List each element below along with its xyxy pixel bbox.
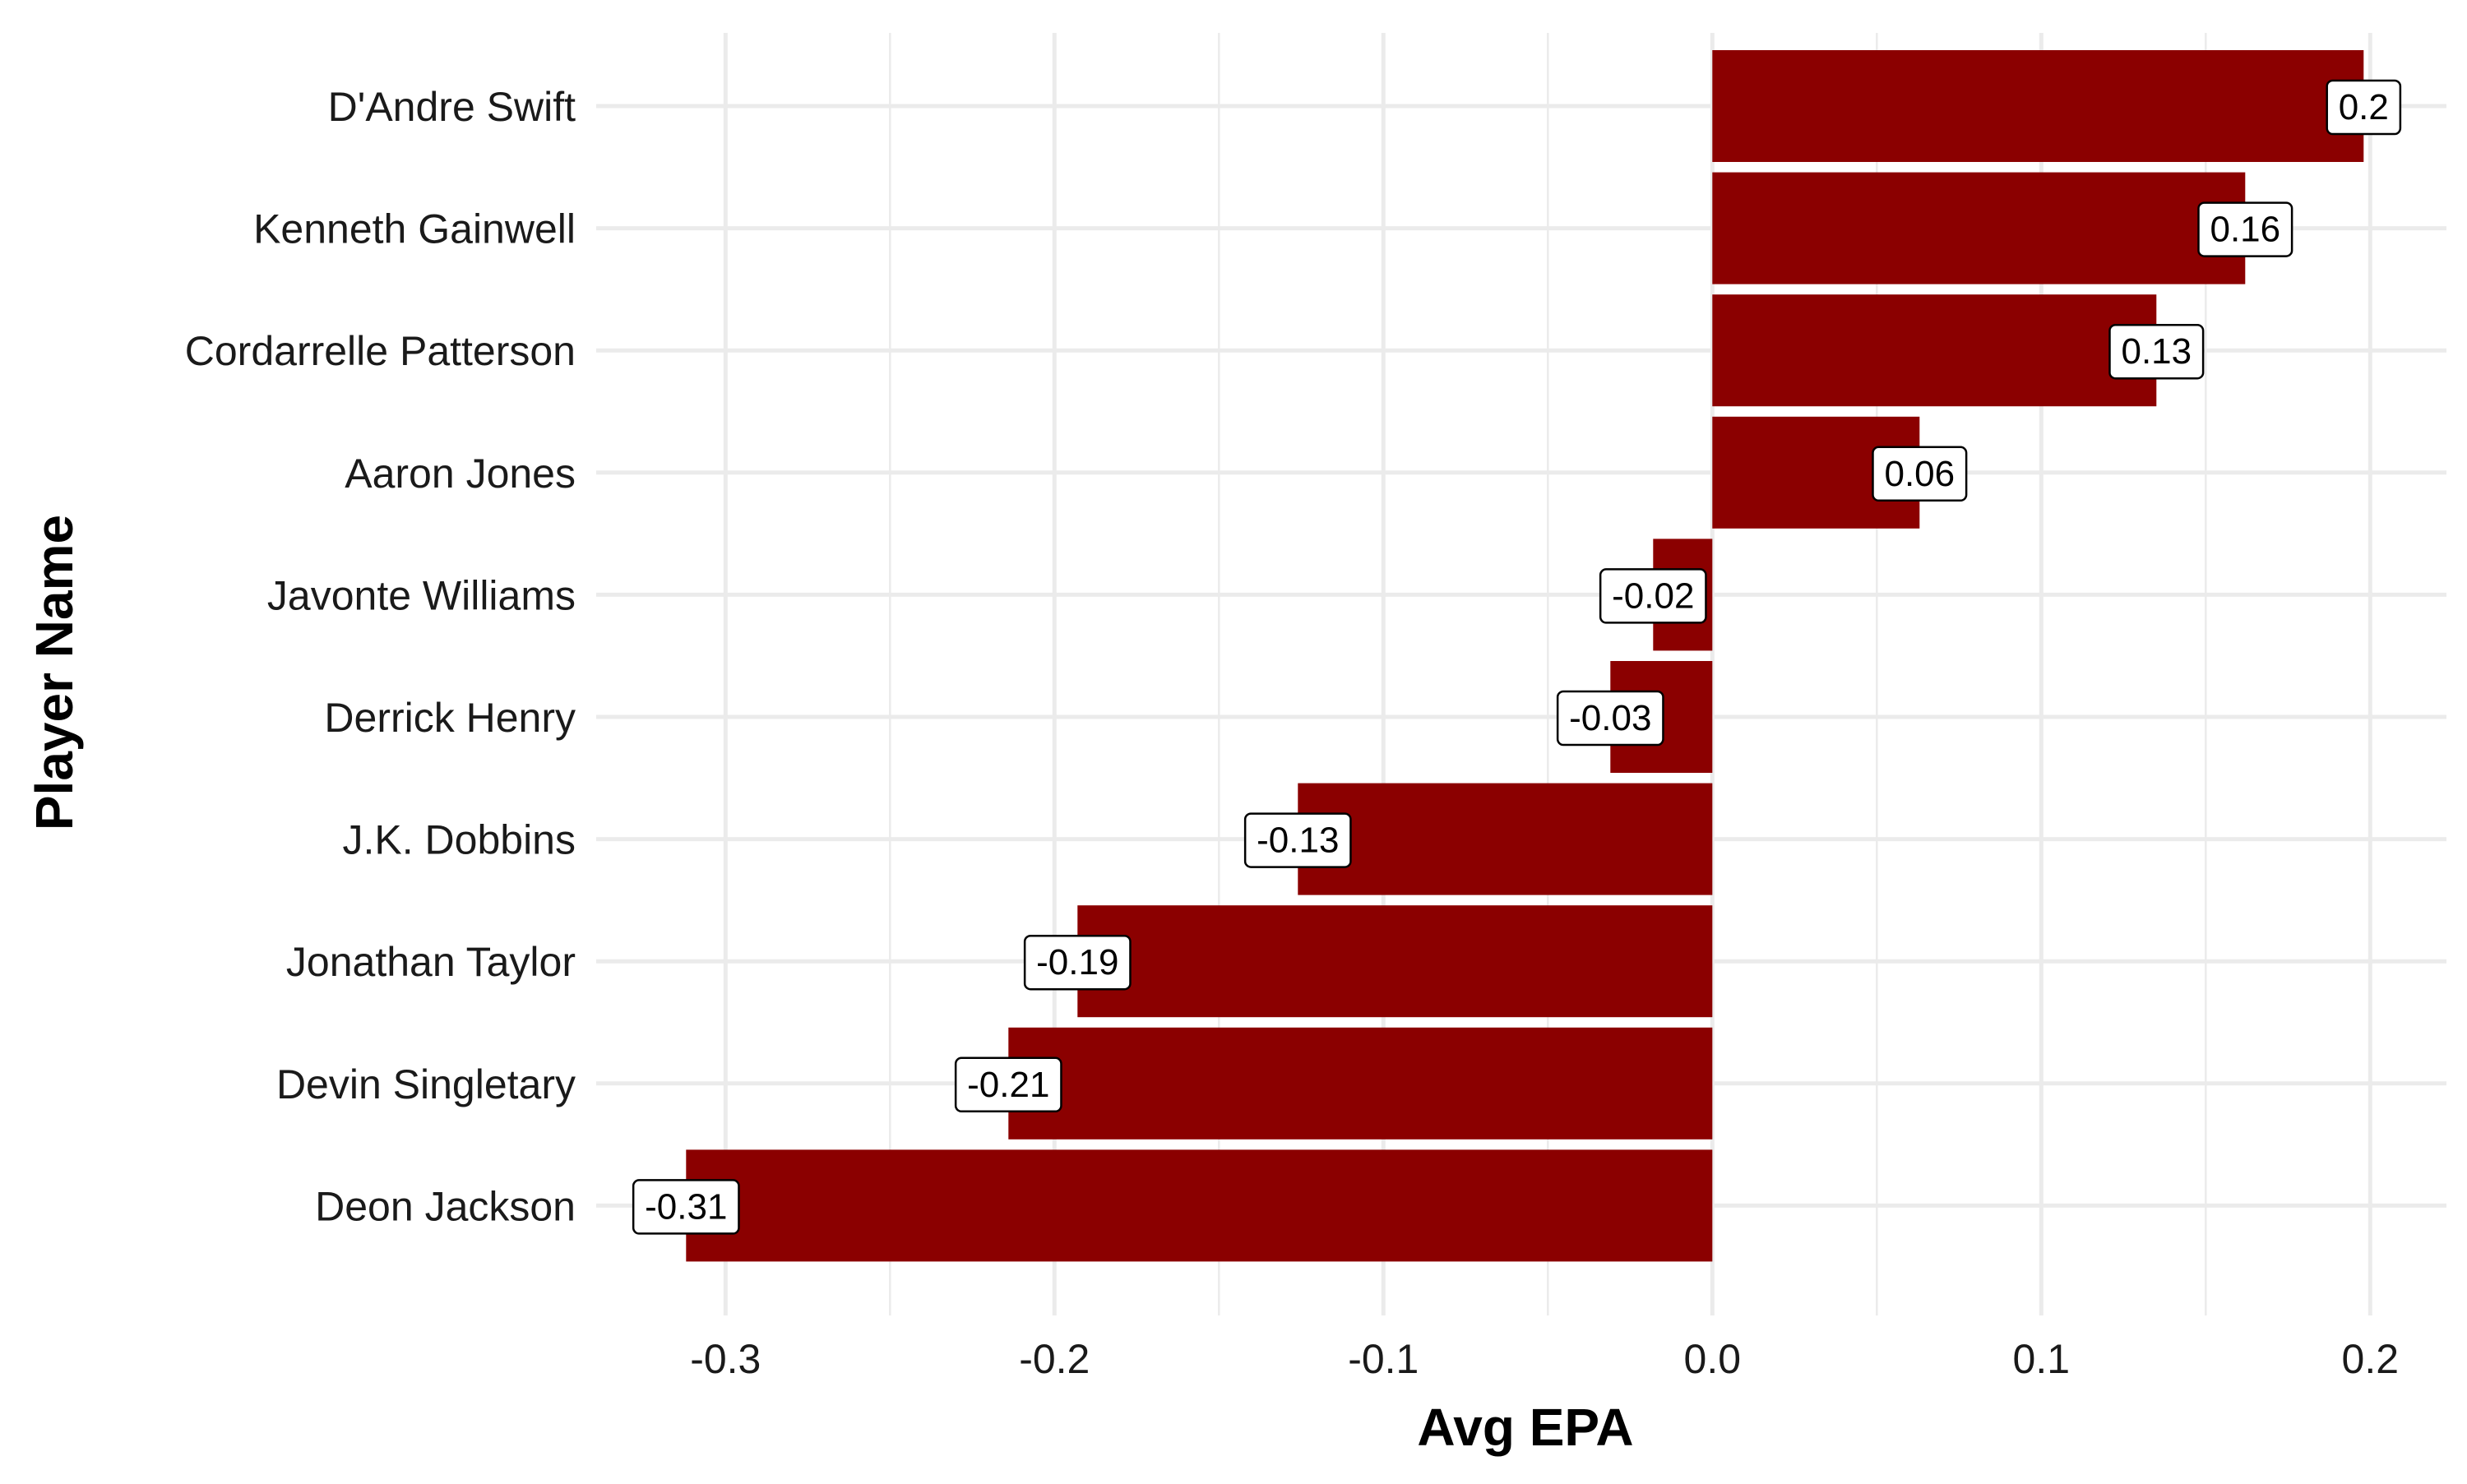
data-label-text: 0.06	[1884, 454, 1955, 494]
data-label-aaron-jones: 0.06	[1872, 446, 1968, 502]
data-label-cordarrelle-patterson: 0.13	[2108, 323, 2205, 380]
data-label-box	[2326, 79, 2402, 136]
data-label-text: -0.21	[967, 1065, 1049, 1105]
x-tick-1: -0.2	[1019, 1336, 1090, 1382]
y-tick-kenneth-gainwell: Kenneth Gainwell	[253, 206, 576, 252]
data-labels: 0.2 0.16 0.13 0.06 -0.02 -0.03 -0.13 -0.19 -0.21…	[632, 79, 2402, 1235]
y-tick-d-andre-swift: D'Andre Swift	[328, 84, 576, 130]
x-tick-2: -0.1	[1348, 1336, 1419, 1382]
data-label-box	[954, 1056, 1062, 1113]
x-tick-0: -0.3	[690, 1336, 761, 1382]
data-label-box	[1023, 934, 1132, 991]
data-label-box	[1872, 446, 1968, 502]
data-label-text: 0.13	[2121, 331, 2192, 372]
data-label-box	[1599, 568, 1707, 624]
data-label-text: 0.16	[2210, 210, 2280, 250]
y-tick-jonathan-taylor: Jonathan Taylor	[286, 939, 576, 985]
data-label-box	[1243, 812, 1352, 868]
y-tick-deon-jackson: Deon Jackson	[315, 1183, 576, 1229]
y-axis-title: Player Name	[25, 515, 84, 830]
bars	[686, 50, 2364, 1262]
x-axis-title: Avg EPA	[1417, 1398, 1633, 1457]
data-label-box	[1556, 690, 1664, 747]
bar-j-k-dobbins	[1298, 783, 1713, 895]
bar-cordarrelle-patterson	[1712, 294, 2157, 407]
bar-d-andre-swift	[1712, 50, 2364, 162]
data-label-text: -0.19	[1036, 942, 1118, 982]
x-tick-3: 0.0	[1684, 1336, 1742, 1382]
y-axis-tick-labels: D'Andre Swift Kenneth Gainwell Cordarrelle…	[185, 84, 576, 1229]
data-label-derrick-henry: -0.03	[1556, 690, 1664, 747]
bar-jonathan-taylor	[1077, 905, 1713, 1018]
data-label-kenneth-gainwell: 0.16	[2197, 201, 2293, 257]
data-label-jonathan-taylor: -0.19	[1023, 934, 1132, 991]
data-label-box	[2108, 323, 2205, 380]
data-label-devin-singletary: -0.21	[954, 1056, 1062, 1113]
data-label-j-k-dobbins: -0.13	[1243, 812, 1352, 868]
data-label-text: 0.2	[2339, 87, 2389, 127]
data-label-deon-jackson: -0.31	[632, 1179, 740, 1235]
data-label-d-andre-swift: 0.2	[2326, 79, 2402, 136]
data-label-text: -0.31	[645, 1186, 727, 1227]
data-label-javonte-williams: -0.02	[1599, 568, 1707, 624]
data-label-text: -0.13	[1257, 821, 1339, 861]
y-tick-aaron-jones: Aaron Jones	[345, 451, 576, 497]
y-tick-devin-singletary: Devin Singletary	[276, 1061, 576, 1107]
y-tick-j-k-dobbins: J.K. Dobbins	[343, 817, 576, 863]
bar-deon-jackson	[686, 1149, 1713, 1262]
bar-kenneth-gainwell	[1712, 172, 2246, 284]
x-axis-tick-labels: -0.3 -0.2 -0.1 0.0 0.1 0.2	[690, 1336, 2399, 1382]
data-label-box	[2197, 201, 2293, 257]
x-tick-5: 0.2	[2342, 1336, 2400, 1382]
data-label-text: -0.02	[1612, 576, 1694, 616]
y-tick-cordarrelle-patterson: Cordarrelle Patterson	[185, 328, 576, 374]
data-label-text: -0.03	[1569, 698, 1651, 738]
bar-devin-singletary	[1008, 1027, 1713, 1140]
x-tick-4: 0.1	[2013, 1336, 2071, 1382]
y-tick-derrick-henry: Derrick Henry	[324, 695, 576, 741]
y-tick-javonte-williams: Javonte Williams	[267, 572, 576, 618]
data-label-box	[632, 1179, 740, 1235]
